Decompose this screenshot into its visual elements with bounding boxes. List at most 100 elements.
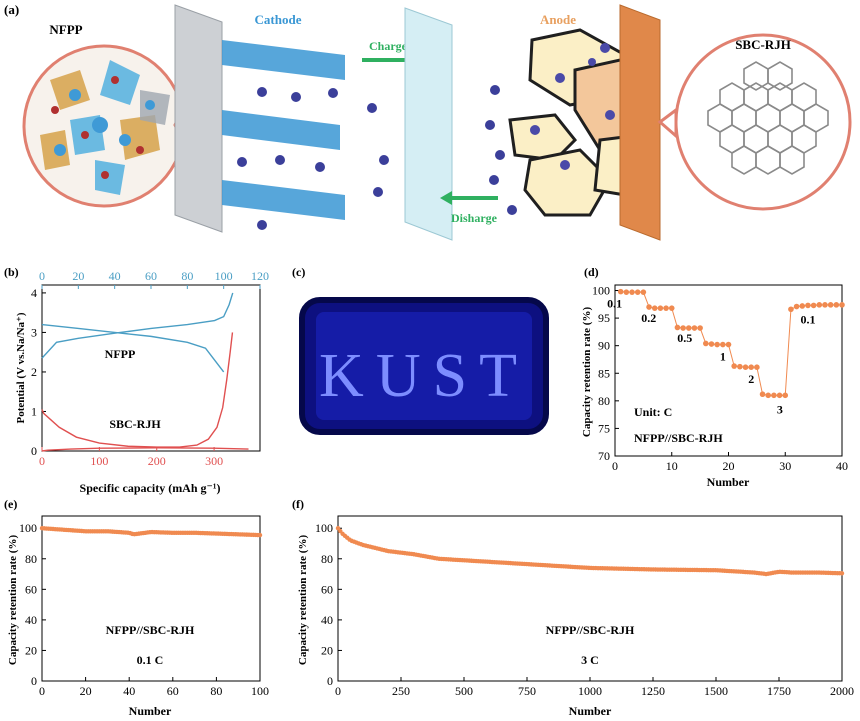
chart-d-ytick-label: 70: [598, 449, 610, 463]
chart-e-xtick-label: 60: [167, 684, 179, 698]
chart-d-rate-label: 0.1: [800, 312, 815, 326]
chart-d-point: [793, 303, 800, 310]
chart-d-rate-label: 3: [777, 402, 783, 416]
chart-d-point: [668, 305, 675, 311]
chart-b-xlabel: Specific capacity (mAh g⁻¹): [80, 481, 221, 495]
anode-current-collector: [619, 4, 661, 241]
chart-f-ytick-label: 20: [321, 643, 333, 657]
chart-f-xtick-label: 750: [518, 684, 536, 698]
chart-b-ylabel: Potential (V vs.Na/Na⁺): [15, 312, 27, 423]
chart-d-point: [748, 364, 754, 370]
chart-d-ytick-label: 75: [598, 421, 610, 435]
discharge-arrow: [440, 191, 498, 205]
sbc-rjh-inset: [674, 33, 852, 211]
chart-b-series-line-3: [41, 447, 249, 452]
nfpp-crystal-structure: [40, 60, 170, 195]
chart-b-xtick-label: 100: [90, 454, 108, 468]
panel-a-tag: (a): [4, 2, 19, 17]
chart-f-ytick-label: 80: [321, 552, 333, 566]
panel-b: (b) 0 100 200 300 0 20 40 60 80 100 120 0 1 2 3 4 Speci…: [4, 265, 269, 495]
sbc-callout-pointer: [657, 107, 678, 140]
chart-b-top-xtick-label: 80: [181, 269, 193, 283]
chart-d-point: [725, 341, 732, 348]
chart-f-xtick-label: 0: [335, 684, 341, 698]
chart-d-point: [629, 289, 635, 295]
chart-d-ytick-label: 80: [598, 394, 610, 408]
chart-b-top-xtick-label: 60: [145, 269, 157, 283]
chart-e-xlabel: Number: [129, 704, 172, 718]
chart-d-xtick-label: 10: [666, 459, 678, 473]
chart-b-ytick-label: 1: [31, 404, 37, 418]
chart-f-ytick-label: 60: [321, 582, 333, 596]
chart-d-point: [771, 392, 777, 399]
chart-d-ytick-label: 100: [592, 284, 610, 298]
chart-e-xtick-label: 80: [210, 684, 222, 698]
panel-d: (d) 0 10 20 30 407075808590951000.10.20.5123…: [581, 265, 848, 489]
chart-f-xtick-label: 1500: [704, 684, 728, 698]
chart-b-xtick-label: 300: [205, 454, 223, 468]
chart-e-xtick-label: 40: [123, 684, 135, 698]
chart-b-annotation-sbc: SBC-RJH: [109, 417, 161, 431]
chart-d-point: [714, 341, 720, 348]
chart-d-point: [685, 325, 692, 331]
panel-c: (c) KUST: [292, 265, 551, 436]
chart-d-point: [708, 341, 715, 347]
chart-d-rate-label: 2: [748, 372, 754, 386]
chart-d-rate-label: 0.1: [607, 297, 622, 311]
chart-d-point: [703, 340, 709, 347]
chart-b-xtick-label: 200: [148, 454, 166, 468]
chart-b-plot: 0 100 200 300 0 20 40 60 80 100 120 0 1 2 3 4: [31, 269, 269, 468]
cathode-current-collector: [174, 4, 223, 233]
discharge-label: Disharge: [451, 211, 498, 225]
chart-d-unit-label: Unit: C: [634, 405, 672, 419]
led-text-kust: KUST: [319, 342, 529, 410]
chart-d-point: [810, 302, 817, 309]
chart-d-point: [816, 302, 823, 308]
chart-d-ylabel: Capacity retention rate (%): [581, 307, 593, 438]
chart-e-xtick-label: 100: [251, 684, 269, 698]
sbc-rjh-label: SBC-RJH: [735, 37, 791, 52]
anode-label: Anode: [540, 12, 576, 27]
chart-d-legend: NFPP//SBC-RJH: [634, 431, 723, 445]
chart-e-xtick-label: 20: [80, 684, 92, 698]
chart-d-point: [776, 392, 783, 399]
chart-f-xtick-label: 1250: [641, 684, 665, 698]
chart-d-point: [731, 363, 737, 369]
chart-f-xtick-label: 250: [392, 684, 410, 698]
chart-f-xtick-label: 500: [455, 684, 473, 698]
na-ions: [237, 85, 517, 230]
chart-d-point: [765, 392, 772, 399]
chart-e-rate: 0.1 C: [137, 653, 164, 667]
chart-d-point: [827, 302, 834, 308]
chart-d-point: [799, 303, 806, 309]
chart-b-top-xtick-label: 40: [109, 269, 121, 283]
panel-d-tag: (d): [584, 265, 599, 279]
chart-e-ytick-label: 100: [19, 521, 37, 535]
nfpp-label: NFPP: [49, 22, 82, 37]
chart-d-xtick-label: 20: [723, 459, 735, 473]
chart-d-xtick-label: 30: [779, 459, 791, 473]
chart-d-point: [720, 341, 726, 348]
cathode-label: Cathode: [255, 12, 302, 27]
chart-e-ytick-label: 60: [25, 582, 37, 596]
chart-d-xlabel: Number: [707, 475, 750, 489]
chart-d-point: [833, 302, 840, 308]
chart-d-point: [759, 391, 766, 398]
chart-d-point: [651, 305, 658, 311]
led-panel-glow: [316, 312, 532, 420]
chart-d-ytick-label: 85: [598, 366, 610, 380]
chart-b-top-xtick-label: 100: [215, 269, 233, 283]
chart-d-point: [742, 364, 749, 370]
chart-e-point: [257, 532, 263, 538]
chart-d-ytick-label: 95: [598, 311, 610, 325]
chart-d-point: [805, 302, 811, 309]
chart-f-ytick-label: 40: [321, 613, 333, 627]
chart-d-point: [754, 364, 760, 370]
chart-f-ylabel: Capacity retention rate (%): [297, 535, 309, 666]
chart-b-ytick-label: 0: [31, 444, 37, 458]
chart-b-ytick-label: 4: [31, 286, 37, 300]
chart-e-frame: [41, 515, 261, 682]
graphene-lattice: [707, 61, 829, 175]
chart-d-rate-label: 0.2: [641, 311, 656, 325]
